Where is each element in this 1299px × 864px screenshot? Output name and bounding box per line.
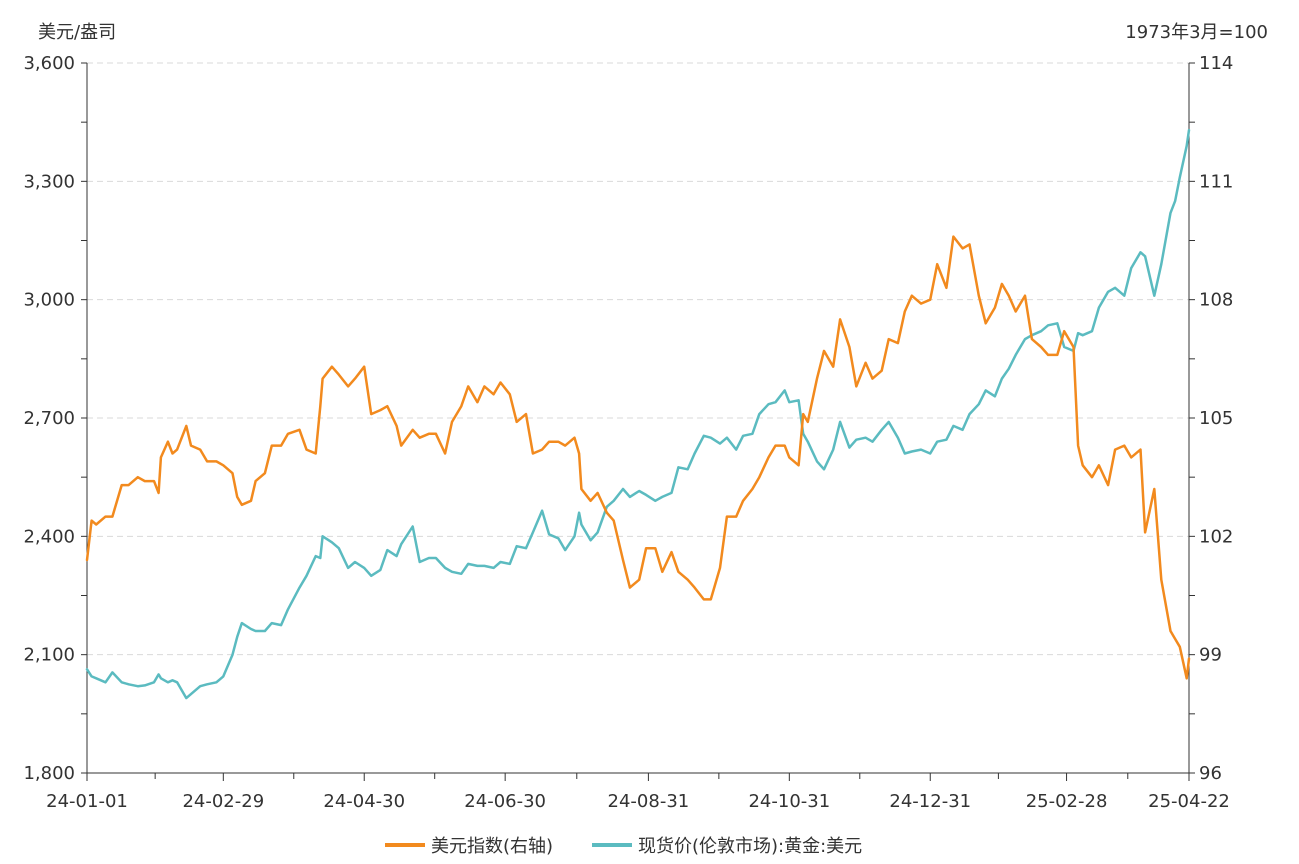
right-axis-tick-label: 99 — [1199, 645, 1222, 666]
left-axis-tick-label: 3,600 — [23, 53, 75, 74]
right-axis-tick-label: 102 — [1199, 526, 1233, 547]
x-axis-tick-label: 24-06-30 — [464, 791, 546, 812]
left-axis-tick-label: 1,800 — [23, 763, 75, 784]
grid-layer — [87, 62, 1189, 656]
left-axis-tick-label: 2,700 — [23, 408, 75, 429]
legend: 美元指数(右轴) 现货价(伦敦市场):黄金:美元 — [385, 836, 862, 857]
axis-layer: 1,800 2,100 2,400 2,700 3,000 3,300 3,600 96 99 1… — [23, 53, 1233, 812]
x-axis-tick-label: 24-12-31 — [889, 791, 971, 812]
series-line-gold-price — [85, 128, 1191, 700]
x-axis-tick-label: 24-02-29 — [182, 791, 264, 812]
right-axis-tick-label: 105 — [1199, 408, 1233, 429]
legend-label-gold-price: 现货价(伦敦市场):黄金:美元 — [638, 836, 862, 857]
left-axis-tick-label: 3,000 — [23, 290, 75, 311]
series-line-usd-index — [85, 235, 1191, 680]
x-axis-tick-label: 24-10-31 — [748, 791, 830, 812]
right-axis-tick-label: 111 — [1199, 171, 1233, 192]
legend-label-usd-index: 美元指数(右轴) — [431, 836, 553, 857]
left-axis-tick-label: 3,300 — [23, 171, 75, 192]
x-axis-tick-label: 25-02-28 — [1026, 791, 1108, 812]
right-axis-tick-label: 96 — [1199, 763, 1222, 784]
x-axis-tick-label: 25-04-22 — [1148, 791, 1230, 812]
x-axis-tick-label: 24-04-30 — [323, 791, 405, 812]
right-axis-tick-label: 108 — [1199, 290, 1233, 311]
x-axis-tick-label: 24-08-31 — [608, 791, 690, 812]
left-axis-tick-label: 2,100 — [23, 645, 75, 666]
left-axis-title: 美元/盎司 — [38, 22, 116, 43]
series-layer — [85, 128, 1191, 700]
right-axis-title: 1973年3月=100 — [1125, 22, 1268, 43]
x-axis-tick-label: 24-01-01 — [46, 791, 128, 812]
right-axis-tick-label: 114 — [1199, 53, 1233, 74]
left-axis-tick-label: 2,400 — [23, 526, 75, 547]
